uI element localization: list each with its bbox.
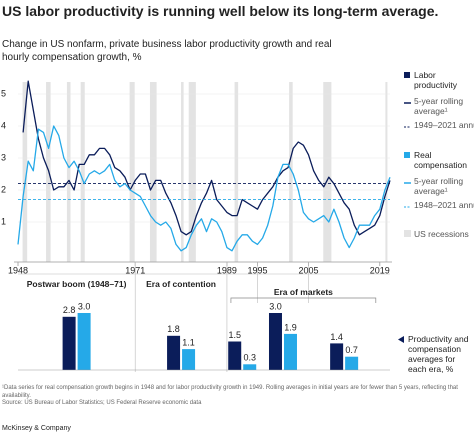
bar-value-label: 1.5 — [228, 330, 241, 340]
legend-group: Labor productivity — [414, 70, 457, 90]
bar-value-label: 3.0 — [78, 301, 91, 311]
bar — [228, 341, 242, 370]
recession-band — [22, 82, 28, 262]
footer: McKinsey & Company — [2, 425, 71, 432]
x-tick-label: 2019 — [370, 265, 390, 275]
footnote: ¹Data series for real compensation growt… — [2, 385, 458, 399]
bar-value-label: 1.8 — [167, 324, 180, 334]
era-bracket — [230, 297, 377, 303]
y-tick-label: 1 — [1, 216, 6, 226]
bar-value-label: 1.4 — [330, 332, 343, 342]
source: Source: US Bureau of Labor Statistics; U… — [2, 400, 202, 406]
recession-band — [385, 82, 388, 262]
bar — [77, 313, 91, 370]
bar-value-label: 2.8 — [63, 305, 76, 315]
bar-value-label: 1.9 — [284, 322, 297, 332]
title: US labor productivity is running well be… — [2, 3, 439, 19]
y-tick-label: 3 — [1, 152, 6, 162]
era-label: Era of contention — [146, 279, 216, 289]
bar — [330, 343, 344, 370]
x-tick-label: 1948 — [8, 265, 28, 275]
legend-swatch — [404, 152, 410, 158]
recession-band — [149, 82, 157, 262]
y-tick-label: 2 — [1, 184, 6, 194]
recession-band — [323, 82, 332, 262]
recession-band — [80, 82, 85, 262]
bar — [345, 356, 359, 370]
legend-group: Real compensation — [414, 150, 467, 170]
subtitle: Change in US nonfarm, private business l… — [2, 39, 332, 63]
bar — [167, 335, 181, 370]
bar-value-label: 1.1 — [182, 337, 195, 347]
recession-band — [234, 82, 239, 262]
series-line — [17, 125, 391, 252]
recession-band — [188, 82, 196, 262]
bar — [243, 364, 257, 370]
bar — [62, 316, 76, 370]
legend-label: 5-year rolling average¹ — [414, 176, 464, 196]
recession-band — [66, 82, 71, 262]
recession-band — [181, 82, 184, 262]
bar — [283, 333, 297, 370]
legend-swatch — [404, 72, 410, 78]
bar — [268, 313, 282, 370]
y-tick-label: 5 — [1, 88, 6, 98]
recession-band — [129, 82, 135, 262]
legend-swatch — [404, 230, 411, 237]
bar — [182, 349, 196, 370]
bar-value-label: 3.0 — [269, 301, 282, 311]
bar-value-label: 0.7 — [345, 345, 358, 355]
legend-label: 5-year rolling average¹ — [414, 96, 464, 116]
legend-label: 1949–2021 annual average — [414, 120, 474, 130]
annotation-arrow — [398, 336, 404, 343]
bar-value-label: 0.3 — [243, 353, 256, 363]
era-label: Postwar boom (1948–71) — [26, 279, 127, 289]
y-tick-label: 4 — [1, 120, 6, 130]
legend-label: 1948–2021 annual average — [414, 200, 474, 210]
recession-band — [289, 82, 293, 262]
era-label: Era of markets — [273, 287, 333, 297]
legend-label: US recessions — [414, 229, 469, 239]
series-line — [22, 80, 391, 236]
annotation: Productivity and compensation averages f… — [408, 334, 469, 374]
